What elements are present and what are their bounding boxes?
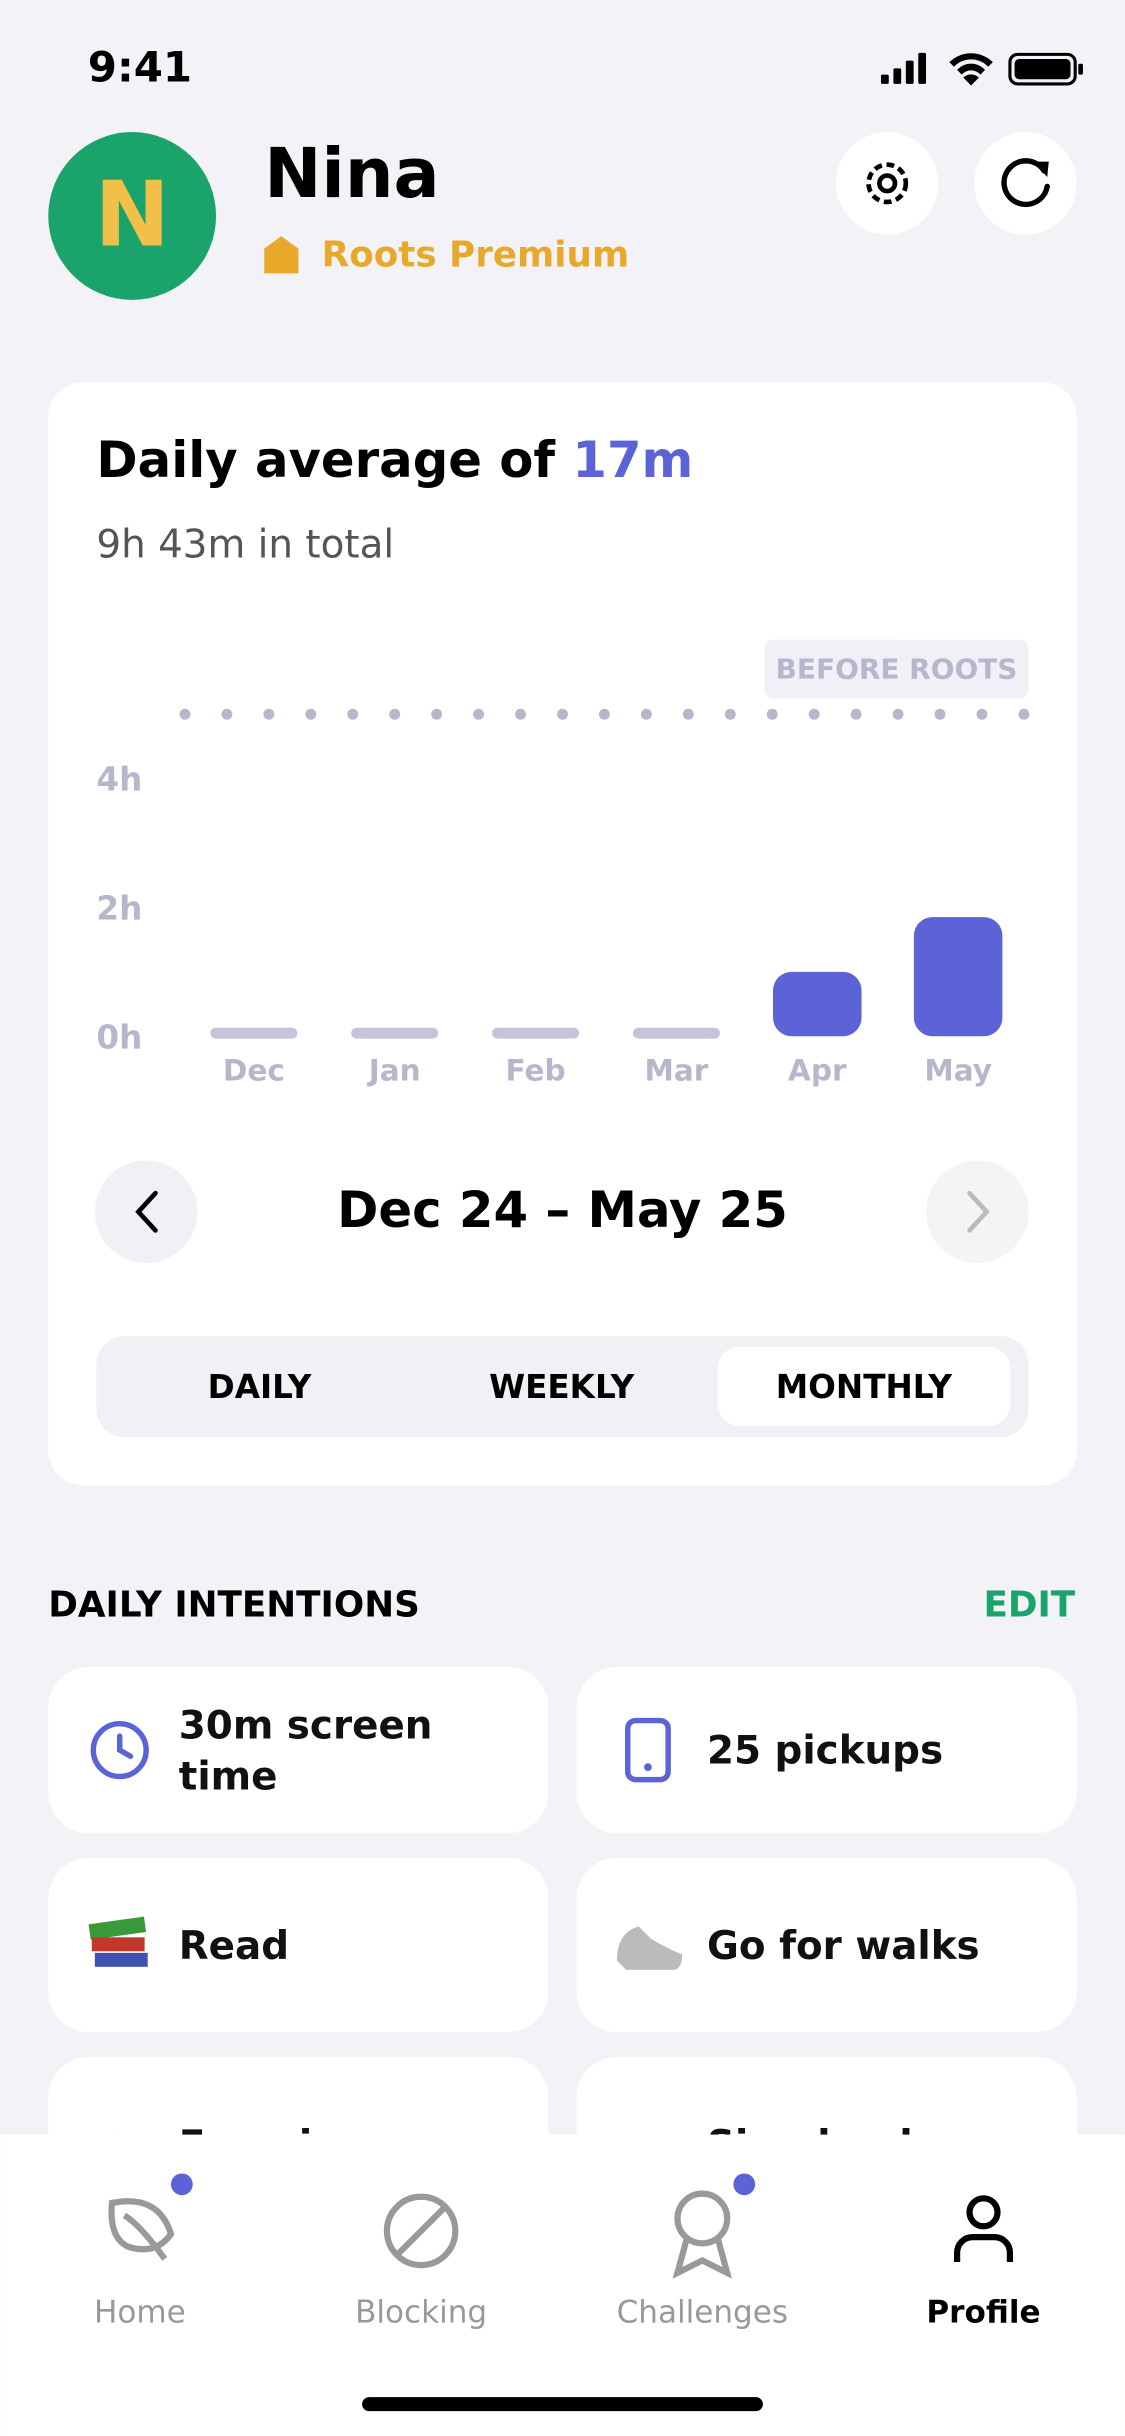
- intention-card[interactable]: 25 pickups: [576, 1666, 1077, 1834]
- tab[interactable]: DAILY: [208, 1368, 312, 1406]
- status-icons: [880, 52, 1083, 86]
- premium-icon: [264, 236, 299, 274]
- intention-icon: [88, 1916, 148, 1967]
- intention-card-bg: [48, 1858, 549, 2033]
- intention-label: Go for walks: [706, 1922, 980, 1968]
- summary-title-text: Daily average of: [96, 430, 556, 488]
- bar: [773, 971, 862, 1037]
- avatar: [48, 132, 217, 300]
- x-tick-label: Dec: [223, 1053, 285, 1087]
- x-tick-label: Feb: [506, 1053, 566, 1087]
- intentions-title: DAILY INTENTIONS: [48, 1584, 420, 1625]
- intention-label: 30m screen time: [178, 1701, 433, 1799]
- refresh-button[interactable]: [974, 132, 1077, 235]
- y-tick-label: 4h: [96, 761, 142, 799]
- summary-subtitle: 9h 43m in total: [96, 522, 394, 567]
- intention-label-box: 30m screen time: [178, 1701, 433, 1799]
- nav-badge: [733, 2173, 756, 2196]
- status-time: 9:41: [88, 42, 192, 91]
- date-range: Dec 24 – May 25: [337, 1181, 788, 1239]
- settings-button[interactable]: [835, 132, 939, 235]
- nav-label[interactable]: Blocking: [355, 2294, 487, 2330]
- y-tick-label: 2h: [96, 890, 142, 928]
- home-indicator: [362, 2397, 763, 2412]
- nav-badge: [171, 2173, 193, 2196]
- intention-icon: [90, 1720, 149, 1780]
- avatar-initial: N: [94, 162, 169, 267]
- tab[interactable]: WEEKLY: [489, 1368, 634, 1406]
- nav-labels: Home Blocking Challenges Profile: [94, 2294, 1041, 2330]
- intention-label-box: Read: [178, 1922, 290, 1968]
- intention-card-bg: [576, 1858, 1077, 2033]
- profile-name: Nina: [264, 135, 439, 214]
- x-tick-label: Jan: [367, 1053, 421, 1087]
- intention-card[interactable]: 30m screen time: [48, 1666, 549, 1834]
- baseline-label: BEFORE ROOTS: [776, 653, 1018, 686]
- nav-label[interactable]: Home: [94, 2294, 186, 2330]
- x-tick-label: Apr: [788, 1053, 847, 1087]
- nav-label[interactable]: Profile: [926, 2294, 1040, 2330]
- next-button[interactable]: [926, 1160, 1029, 1264]
- summary-title: Daily average of 17m: [96, 430, 693, 488]
- tab-selected: [717, 1346, 1011, 1427]
- x-tick-label: Mar: [645, 1053, 709, 1087]
- intention-card[interactable]: Go for walks: [576, 1858, 1077, 2033]
- tab[interactable]: MONTHLY: [776, 1368, 953, 1406]
- x-tick-label: May: [924, 1053, 992, 1087]
- bar: [913, 917, 1003, 1037]
- intention-label: 25 pickups: [706, 1727, 944, 1773]
- premium-badge: Roots Premium: [322, 234, 629, 275]
- y-tick-label: 0h: [96, 1018, 142, 1056]
- intention-card[interactable]: Read: [48, 1858, 549, 2033]
- nav-label[interactable]: Challenges: [617, 2294, 788, 2330]
- intention-label-box: 25 pickups: [706, 1727, 944, 1773]
- summary-highlight: 17m: [572, 430, 693, 488]
- intention-icon: [616, 1926, 683, 1970]
- prev-button[interactable]: [94, 1160, 198, 1264]
- tab-nav: [0, 2134, 1125, 2436]
- nav-icons: [108, 2190, 1014, 2279]
- edit-button[interactable]: EDIT: [983, 1584, 1075, 1625]
- chart: 0h 2h 4h BEFORE ROOTS Dec Jan Feb Mar Apr May: [96, 639, 1035, 1087]
- intention-card-bg: [48, 1666, 549, 1834]
- intention-label: Read: [178, 1922, 290, 1968]
- baseline-label-bg: [764, 639, 1029, 699]
- intention-card-bg: [576, 1666, 1077, 1834]
- tabs: DAILY WEEKLY MONTHLY: [208, 1346, 1011, 1427]
- intention-label-box: Go for walks: [706, 1922, 980, 1968]
- intention-icon: [625, 1717, 671, 1783]
